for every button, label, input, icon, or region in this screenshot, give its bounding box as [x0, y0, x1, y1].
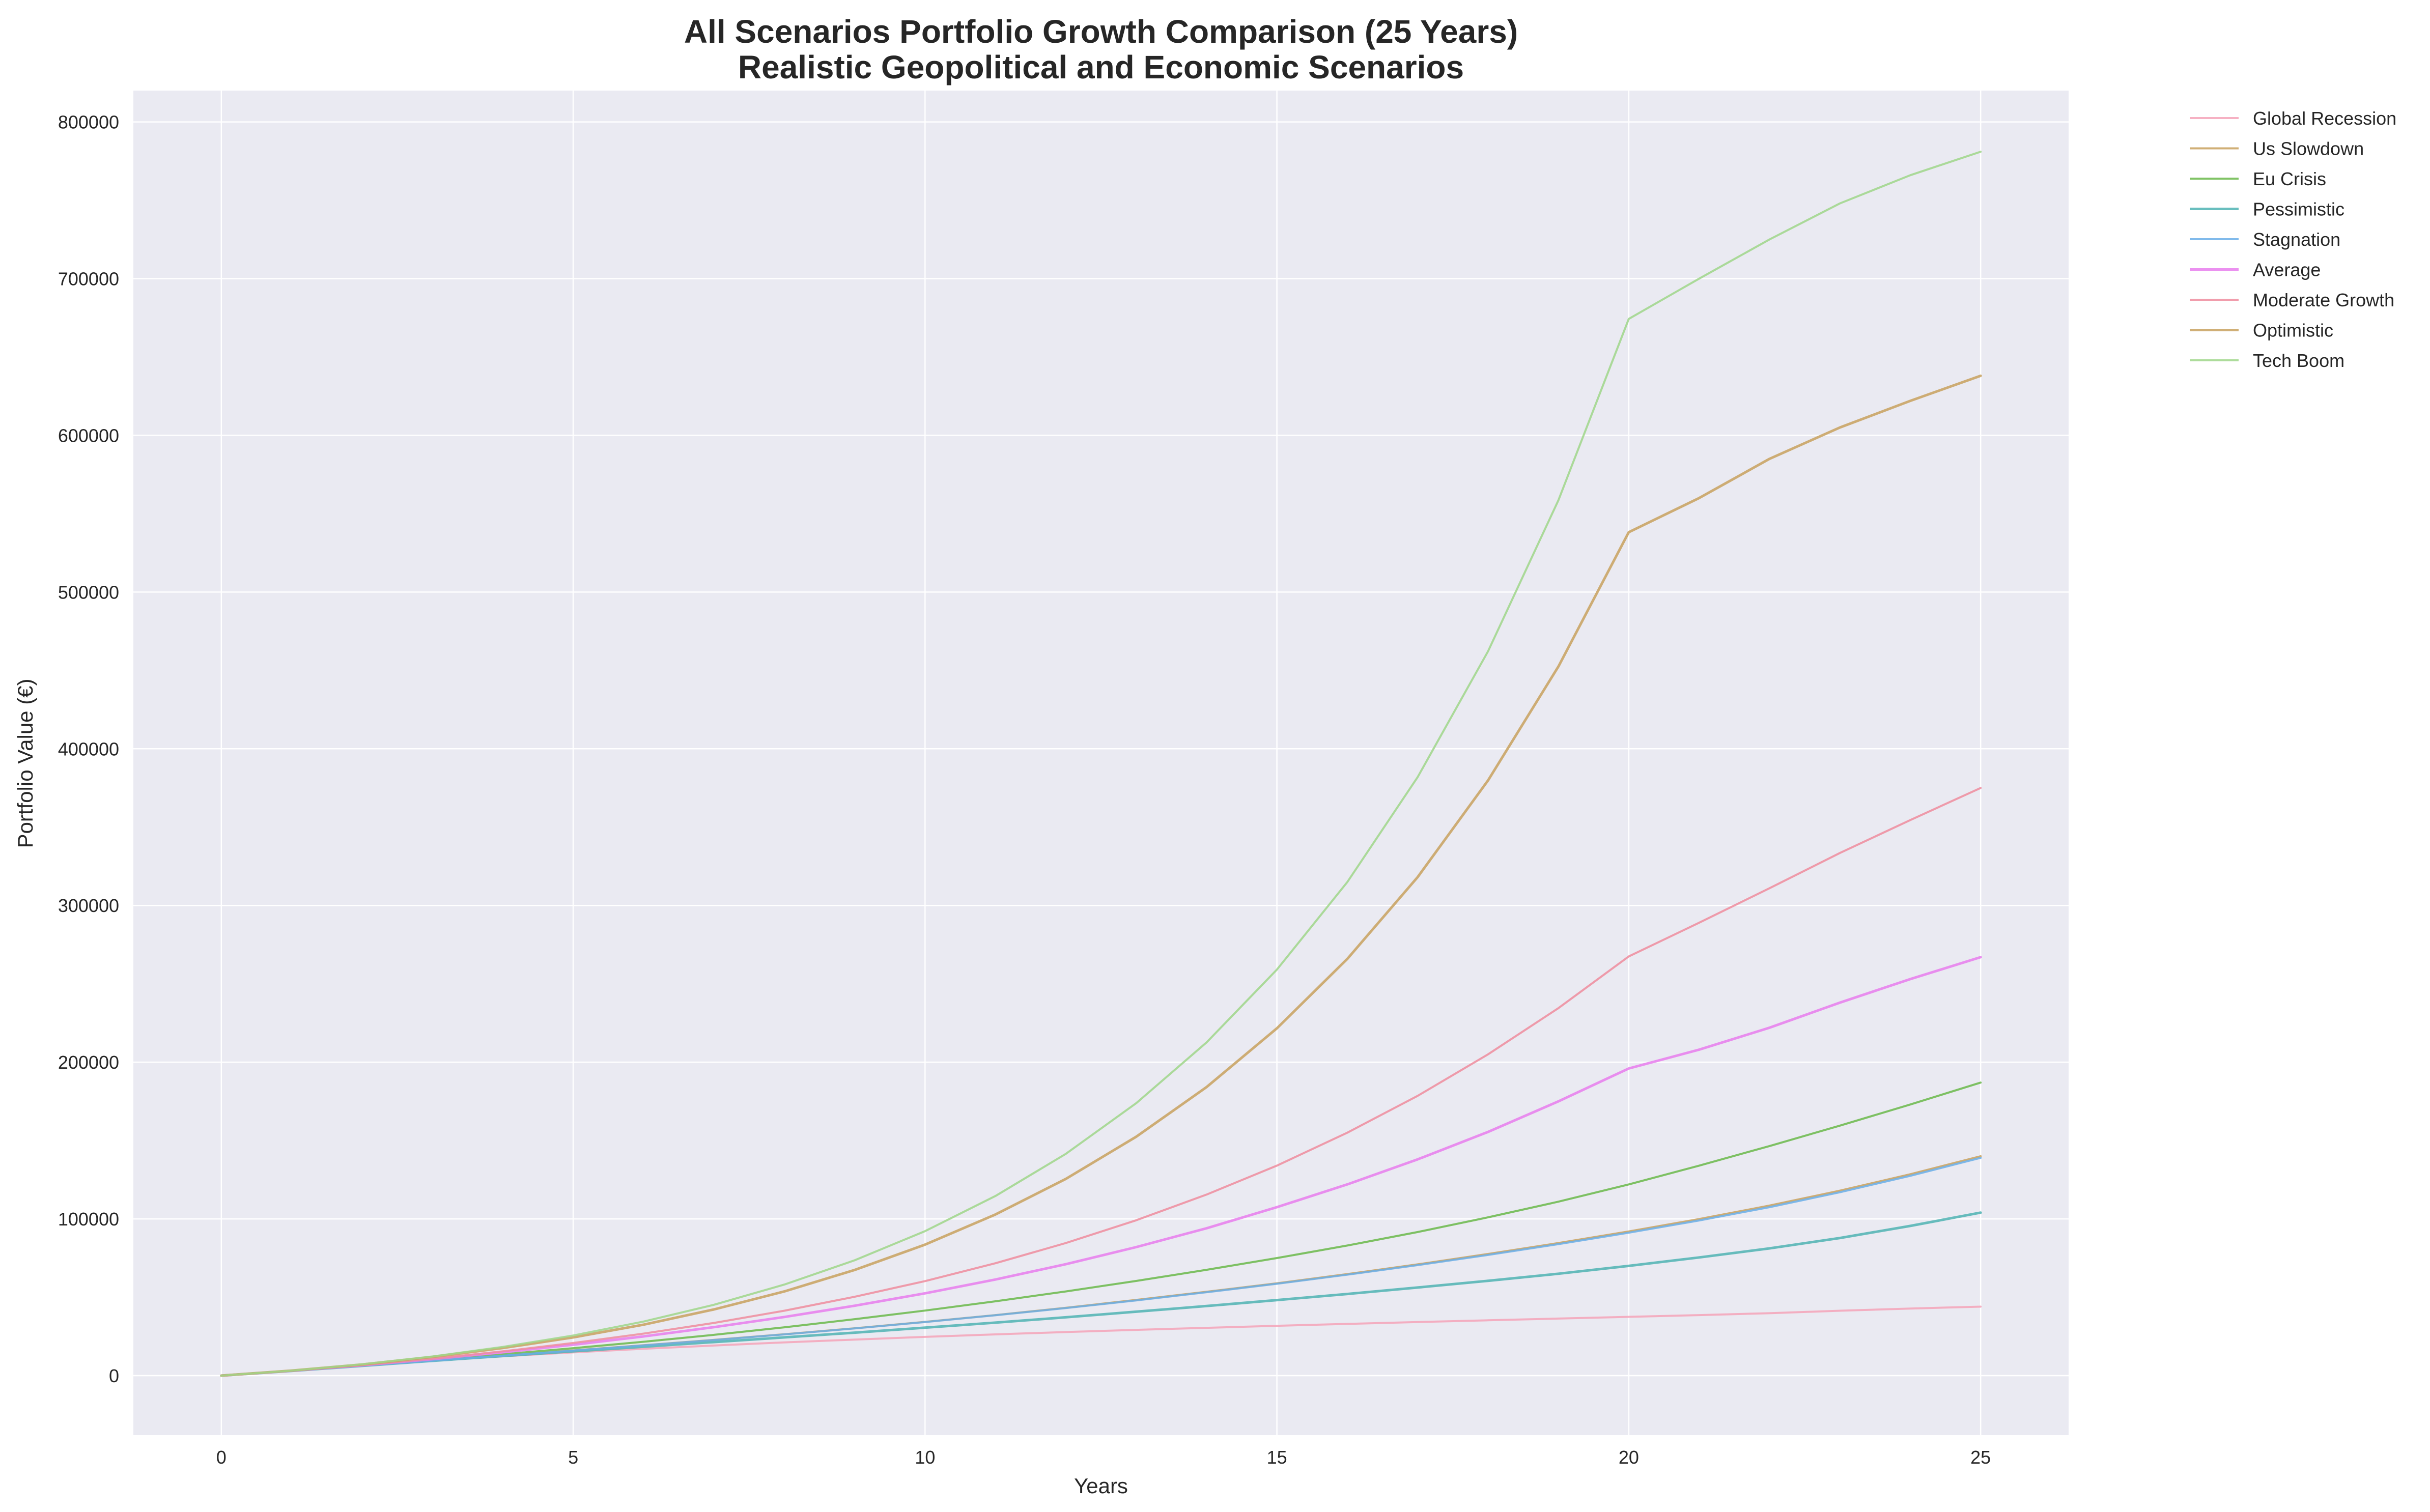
- legend-label-stagnation: Stagnation: [2253, 229, 2340, 250]
- axis-ticks: 0 100000 200000 300000 400000 500000 600000 700…: [58, 112, 1991, 1468]
- y-tick-label: 0: [109, 1365, 119, 1386]
- y-tick-label: 400000: [58, 738, 119, 759]
- series-line-moderate-growth: [220, 787, 1982, 1377]
- x-tick-label: 15: [1267, 1447, 1287, 1468]
- series-line-average: [220, 956, 1982, 1377]
- y-axis-label: Portfolio Value (€): [13, 678, 37, 848]
- y-tick-label: 700000: [58, 269, 119, 290]
- legend-label-pessimistic: Pessimistic: [2253, 199, 2344, 220]
- y-tick-label: 100000: [58, 1209, 119, 1230]
- legend-label-average: Average: [2253, 260, 2321, 280]
- series-line-stagnation: [220, 1157, 1982, 1377]
- plot-area: [133, 91, 2069, 1435]
- y-tick-label: 600000: [58, 425, 119, 446]
- y-tick-label: 500000: [58, 582, 119, 603]
- grid: [133, 91, 2069, 1435]
- x-tick-label: 10: [915, 1447, 935, 1468]
- series-line-optimistic: [220, 374, 1982, 1377]
- x-tick-label: 20: [1619, 1447, 1639, 1468]
- legend-label-tech-boom: Tech Boom: [2253, 350, 2344, 371]
- y-tick-label: 200000: [58, 1052, 119, 1073]
- x-axis-label: Years: [1074, 1474, 1128, 1498]
- y-tick-label: 800000: [58, 112, 119, 133]
- y-tick-label: 300000: [58, 895, 119, 916]
- x-tick-label: 0: [216, 1447, 227, 1468]
- legend-label-global-recession: Global Recession: [2253, 108, 2396, 129]
- legend-label-eu-crisis: Eu Crisis: [2253, 168, 2326, 189]
- series-lines: [220, 151, 1982, 1377]
- x-tick-label: 25: [1970, 1447, 1991, 1468]
- x-tick-label: 5: [568, 1447, 578, 1468]
- legend: Global Recession Us Slowdown Eu Crisis Pess…: [2190, 108, 2396, 371]
- chart-subtitle: Realistic Geopolitical and Economic Scen…: [738, 49, 1464, 85]
- legend-label-optimistic: Optimistic: [2253, 320, 2333, 341]
- legend-label-us-slowdown: Us Slowdown: [2253, 138, 2364, 159]
- chart-title: All Scenarios Portfolio Growth Compariso…: [684, 13, 1518, 50]
- legend-label-moderate-growth: Moderate Growth: [2253, 290, 2394, 310]
- series-line-tech-boom: [220, 151, 1982, 1377]
- series-line-eu-crisis: [220, 1081, 1982, 1377]
